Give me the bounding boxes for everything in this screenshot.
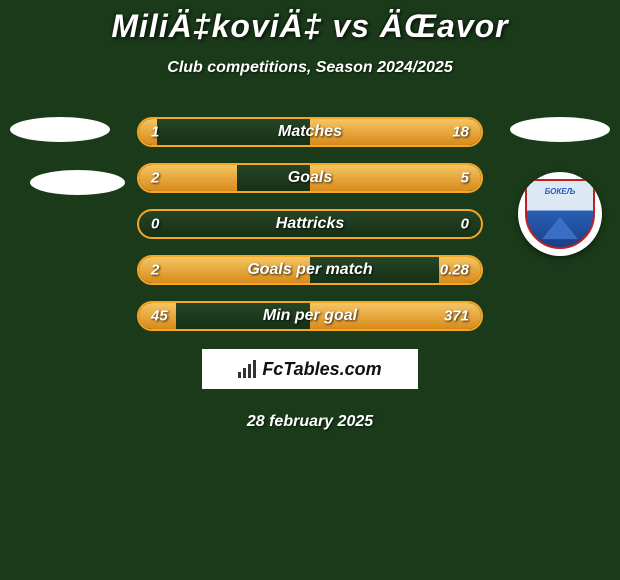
comparison-row: 0 0 Hattricks (137, 209, 483, 239)
comparison-bars: 1 18 Matches 2 5 Goals 0 0 Hattricks 2 0.28 Goals p… (137, 117, 483, 331)
bars-chart-icon (238, 360, 256, 378)
crest-mountain-icon (542, 217, 578, 239)
bar-value-left: 1 (151, 124, 159, 141)
footer-date: 28 february 2025 (0, 413, 620, 431)
comparison-row: 45 371 Min per goal (137, 301, 483, 331)
bar-value-right: 0.28 (440, 262, 469, 279)
bar-value-right: 0 (461, 216, 469, 233)
comparison-row: 2 5 Goals (137, 163, 483, 193)
bar-value-left: 2 (151, 170, 159, 187)
bar-label: Min per goal (263, 307, 357, 325)
comparison-container: БОКЕЉ 1 18 Matches 2 5 Goals 0 0 Hattricks 2 0.28 G… (0, 117, 620, 331)
bar-fill-right (310, 165, 481, 191)
bar-label: Hattricks (276, 215, 344, 233)
page-subtitle: Club competitions, Season 2024/2025 (0, 59, 620, 77)
placeholder-ellipse-icon (510, 117, 610, 142)
comparison-row: 1 18 Matches (137, 117, 483, 147)
player-left-badge (10, 117, 110, 212)
bar-value-right: 18 (452, 124, 469, 141)
crest-text: БОКЕЉ (527, 187, 593, 196)
page-title: MiliÄ‡koviÄ‡ vs ÄŒavor (0, 0, 620, 45)
bar-value-left: 0 (151, 216, 159, 233)
footer-logo[interactable]: FcTables.com (202, 349, 418, 389)
footer-logo-text: FcTables.com (262, 359, 381, 380)
bar-label: Goals (288, 169, 332, 187)
placeholder-ellipse-icon (30, 170, 125, 195)
bar-value-left: 2 (151, 262, 159, 279)
club-crest-icon: БОКЕЉ (518, 172, 602, 256)
bar-label: Goals per match (247, 261, 372, 279)
comparison-row: 2 0.28 Goals per match (137, 255, 483, 285)
bar-value-left: 45 (151, 308, 168, 325)
player-right-badge: БОКЕЉ (510, 117, 610, 212)
placeholder-ellipse-icon (10, 117, 110, 142)
bar-value-right: 5 (461, 170, 469, 187)
bar-value-right: 371 (444, 308, 469, 325)
bar-label: Matches (278, 123, 342, 141)
